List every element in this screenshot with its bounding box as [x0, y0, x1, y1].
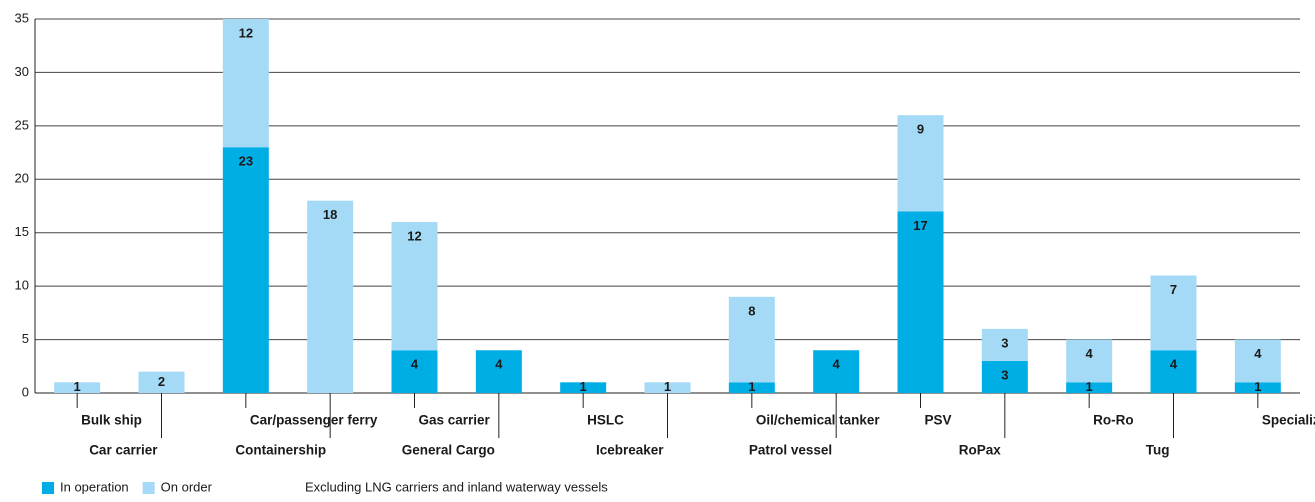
legend-swatch	[42, 482, 54, 494]
value-label: 1	[1086, 379, 1093, 394]
x-tick-label: Car carrier	[89, 443, 158, 458]
bar-segment	[981, 328, 1028, 361]
x-tick-label: Bulk ship	[81, 413, 142, 428]
value-label: 4	[833, 357, 841, 372]
bar-segment	[1150, 350, 1197, 393]
value-label: 1	[664, 379, 671, 394]
bar-segment	[560, 382, 607, 393]
x-tick-label: Oil/chemical tanker	[756, 413, 881, 428]
bar-segment	[475, 350, 522, 393]
y-tick-label: 30	[15, 64, 29, 79]
bar-segment	[222, 19, 269, 148]
x-tick-label: Gas carrier	[419, 413, 491, 428]
value-label: 1	[1254, 379, 1261, 394]
value-label: 4	[1170, 357, 1178, 372]
x-tick-label: General Cargo	[402, 443, 495, 458]
value-label: 4	[411, 357, 419, 372]
y-tick-label: 0	[22, 384, 29, 399]
value-label: 4	[495, 357, 503, 372]
value-label: 7	[1170, 282, 1177, 297]
x-tick-label: Tug	[1146, 443, 1170, 458]
x-tick-label: Icebreaker	[596, 443, 664, 458]
bar-segment	[981, 360, 1028, 393]
bar-segment	[897, 211, 944, 393]
y-tick-label: 15	[15, 224, 29, 239]
value-label: 12	[407, 228, 421, 243]
bar-segment	[1150, 275, 1197, 351]
value-label: 4	[1086, 346, 1094, 361]
y-tick-label: 35	[15, 10, 29, 25]
x-tick-label: Ro-Ro	[1093, 413, 1134, 428]
legend-swatch	[142, 482, 155, 494]
bar-segment	[391, 222, 438, 351]
bar-segment	[1066, 382, 1113, 393]
y-tick-label: 10	[15, 278, 29, 293]
bar-segment	[728, 296, 775, 383]
bar-segment	[728, 382, 775, 393]
y-tick-label: 5	[22, 331, 29, 346]
bar-segment	[54, 382, 101, 393]
bar-segment	[1234, 339, 1281, 383]
x-tick-label: RoPax	[959, 443, 1002, 458]
y-tick-label: 25	[15, 117, 29, 132]
x-tick-label: PSV	[925, 413, 952, 428]
value-label: 9	[917, 122, 924, 137]
value-label: 4	[1254, 346, 1262, 361]
value-label: 1	[748, 379, 755, 394]
value-label: 8	[748, 303, 755, 318]
bar-segment	[138, 371, 185, 393]
value-label: 18	[323, 207, 337, 222]
x-tick-label: Patrol vessel	[749, 443, 832, 458]
value-label: 17	[913, 218, 927, 233]
value-label: 1	[580, 379, 587, 394]
bar-segment	[644, 382, 691, 393]
bar-segment	[813, 350, 860, 393]
bar-segment	[1066, 339, 1113, 383]
note: Excluding LNG carriers and inland waterw…	[305, 479, 608, 494]
bar-segment	[1234, 382, 1281, 393]
legend-label: On order	[161, 479, 213, 494]
bar-segment	[222, 147, 269, 393]
x-tick-label: Car/passenger ferry	[250, 413, 378, 428]
value-label: 23	[239, 154, 253, 169]
x-tick-label: Specialized vessel	[1262, 413, 1315, 428]
value-label: 2	[158, 374, 165, 389]
x-tick-label: HSLC	[587, 413, 624, 428]
value-label: 12	[239, 25, 253, 40]
bar-segment	[391, 350, 438, 393]
value-label: 3	[1001, 367, 1008, 382]
x-tick-label: Containership	[235, 443, 326, 458]
y-tick-label: 20	[15, 171, 29, 186]
value-label: 1	[74, 379, 81, 394]
bar-segment	[307, 200, 354, 393]
value-label: 3	[1001, 335, 1008, 350]
legend-label: In operation	[60, 479, 129, 494]
bar-segment	[897, 115, 944, 212]
